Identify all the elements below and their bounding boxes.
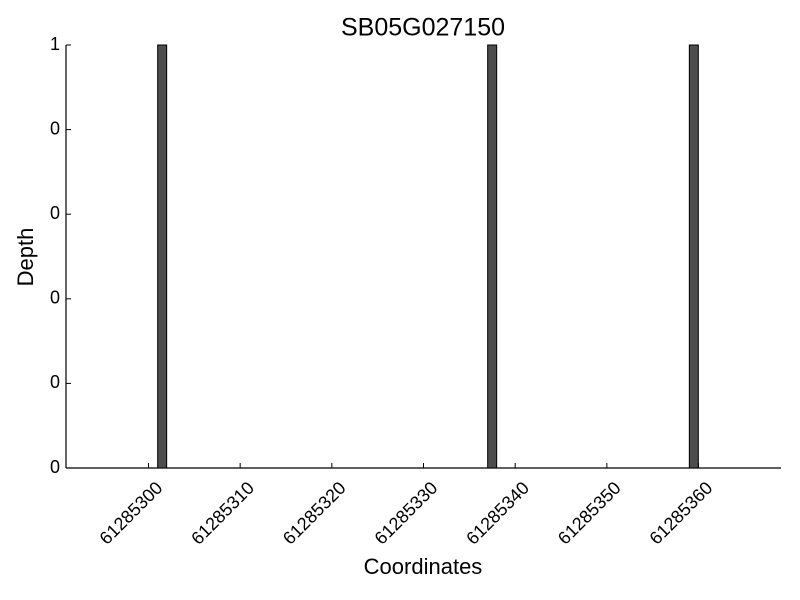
x-axis-label: Coordinates (364, 554, 483, 579)
bar (688, 44, 699, 469)
y-axis-label: Depth (13, 228, 38, 287)
y-tick-label: 0 (50, 118, 60, 138)
y-tick-label: 0 (50, 457, 60, 477)
y-tick-label: 0 (50, 203, 60, 223)
y-tick-label: 0 (50, 372, 60, 392)
bar (487, 44, 498, 469)
bar (157, 44, 168, 469)
y-tick-label: 1 (50, 34, 60, 54)
y-tick-label: 0 (50, 288, 60, 308)
chart-title: SB05G027150 (341, 14, 505, 42)
